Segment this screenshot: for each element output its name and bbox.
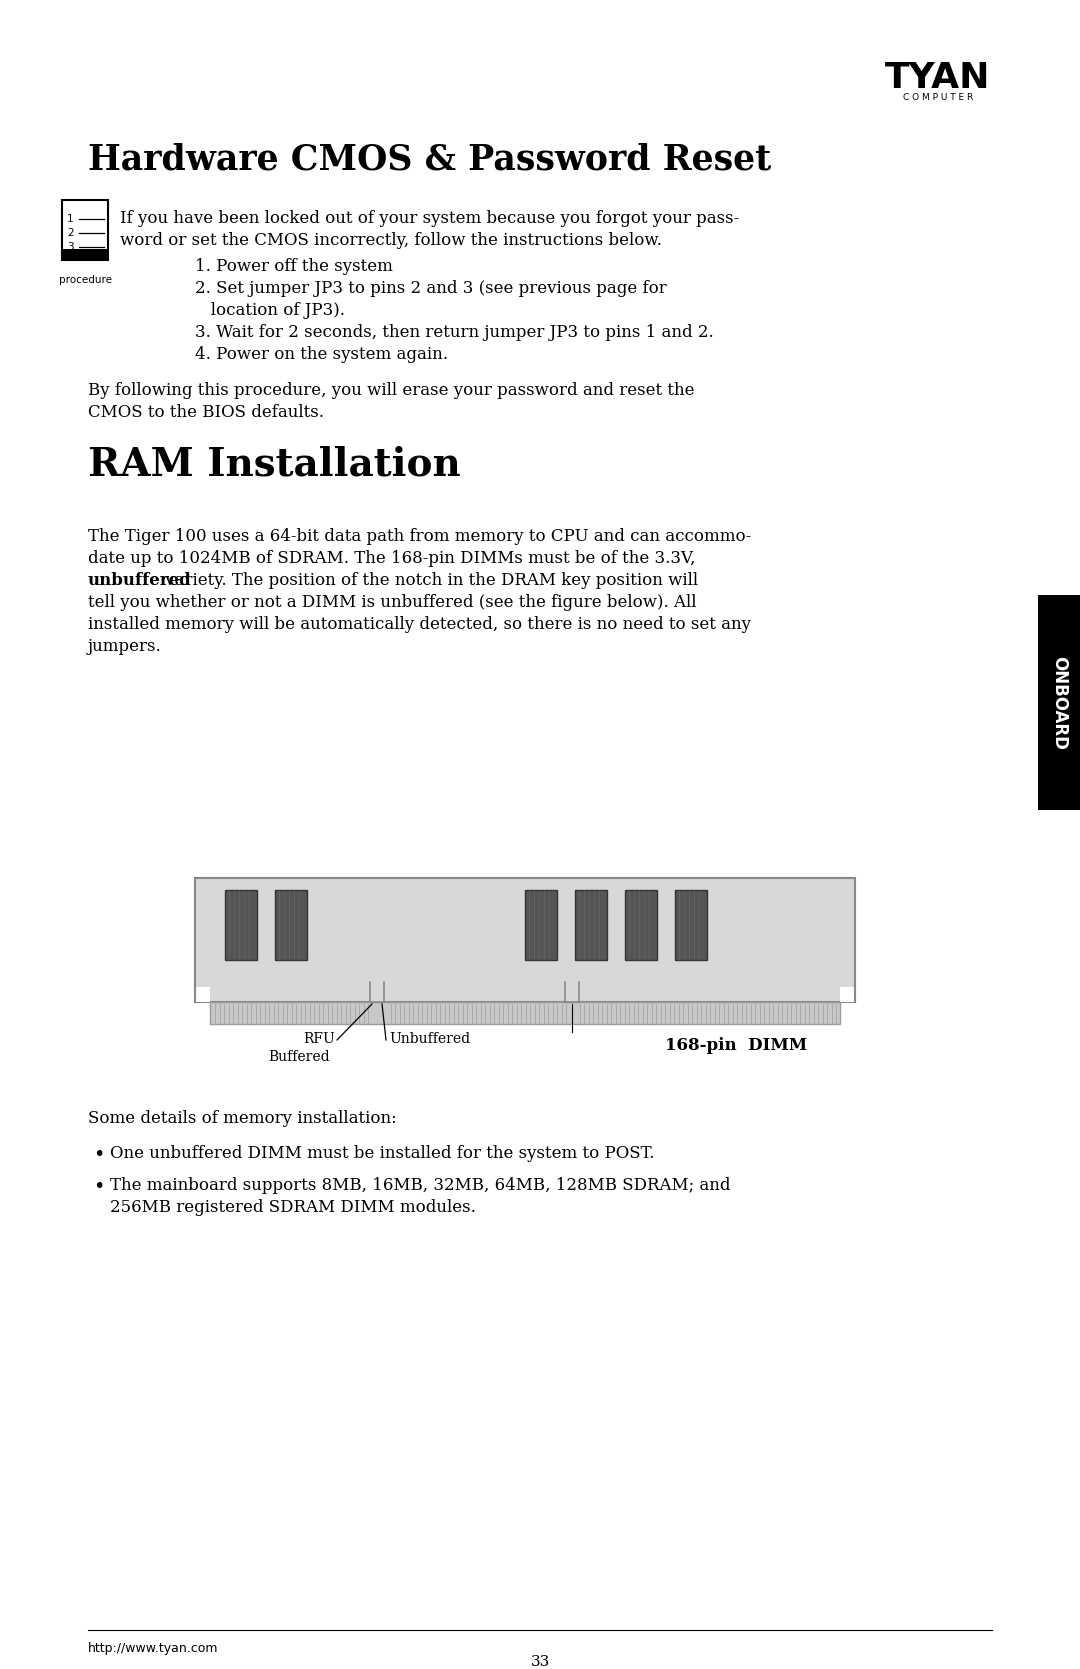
Bar [575, 890, 607, 960]
Bar [225, 890, 257, 960]
Text: 3: 3 [67, 242, 73, 252]
Text: C O M P U T E R: C O M P U T E R [903, 93, 973, 102]
Text: http://www.tyan.com: http://www.tyan.com [87, 1642, 218, 1656]
Text: Unbuffered: Unbuffered [389, 1031, 470, 1046]
Text: 2. Set jumper JP3 to pins 2 and 3 (see previous page for: 2. Set jumper JP3 to pins 2 and 3 (see p… [195, 280, 666, 297]
Text: If you have been locked out of your system because you forgot your pass-: If you have been locked out of your syst… [120, 210, 739, 227]
Text: location of JP3).: location of JP3). [195, 302, 345, 319]
Text: •: • [93, 1177, 105, 1197]
Text: word or set the CMOS incorrectly, follow the instructions below.: word or set the CMOS incorrectly, follow… [120, 232, 662, 249]
Text: Some details of memory installation:: Some details of memory installation: [87, 1110, 396, 1127]
Bar [1038, 596, 1080, 809]
Text: date up to 1024MB of SDRAM. The 168-pin DIMMs must be of the 3.3V,: date up to 1024MB of SDRAM. The 168-pin … [87, 551, 696, 567]
Text: 256MB registered SDRAM DIMM modules.: 256MB registered SDRAM DIMM modules. [110, 1198, 476, 1217]
Bar [62, 200, 108, 260]
Text: RFU: RFU [303, 1031, 335, 1046]
Bar [195, 986, 210, 1001]
Bar [370, 980, 384, 1001]
Text: installed memory will be automatically detected, so there is no need to set any: installed memory will be automatically d… [87, 616, 751, 633]
Bar [565, 980, 579, 1001]
Text: Buffered: Buffered [268, 1050, 330, 1065]
Text: variety. The position of the notch in the DRAM key position will: variety. The position of the notch in th… [160, 572, 698, 589]
Text: Hardware CMOS & Password Reset: Hardware CMOS & Password Reset [87, 144, 771, 177]
Text: 1. Power off the system: 1. Power off the system [195, 259, 393, 275]
Text: RAM Installation: RAM Installation [87, 446, 461, 482]
Text: ONBOARD: ONBOARD [1050, 656, 1068, 749]
Text: unbuffered: unbuffered [87, 572, 192, 589]
Bar [840, 986, 855, 1001]
Bar [62, 249, 108, 260]
Bar [525, 890, 557, 960]
Text: The Tiger 100 uses a 64-bit data path from memory to CPU and can accommo-: The Tiger 100 uses a 64-bit data path fr… [87, 527, 752, 546]
Text: 3. Wait for 2 seconds, then return jumper JP3 to pins 1 and 2.: 3. Wait for 2 seconds, then return jumpe… [195, 324, 714, 340]
Text: TYAN: TYAN [886, 62, 990, 95]
Text: 1: 1 [67, 214, 73, 224]
Text: By following this procedure, you will erase your password and reset the: By following this procedure, you will er… [87, 382, 694, 399]
Text: •: • [93, 1145, 105, 1163]
Bar [275, 890, 307, 960]
Text: 168-pin  DIMM: 168-pin DIMM [665, 1036, 807, 1055]
Text: 2: 2 [67, 229, 73, 239]
Text: 4. Power on the system again.: 4. Power on the system again. [195, 345, 448, 362]
Text: The mainboard supports 8MB, 16MB, 32MB, 64MB, 128MB SDRAM; and: The mainboard supports 8MB, 16MB, 32MB, … [110, 1177, 730, 1193]
Text: tell you whether or not a DIMM is unbuffered (see the figure below). All: tell you whether or not a DIMM is unbuff… [87, 594, 697, 611]
Bar [868, 40, 1008, 105]
Text: CMOS to the BIOS defaults.: CMOS to the BIOS defaults. [87, 404, 324, 421]
Text: 33: 33 [530, 1656, 550, 1669]
Bar [675, 890, 707, 960]
Bar [210, 1001, 840, 1025]
Text: procedure: procedure [58, 275, 111, 285]
Bar [625, 890, 657, 960]
Bar [195, 878, 855, 1001]
Text: jumpers.: jumpers. [87, 638, 162, 654]
Text: One unbuffered DIMM must be installed for the system to POST.: One unbuffered DIMM must be installed fo… [110, 1145, 654, 1162]
